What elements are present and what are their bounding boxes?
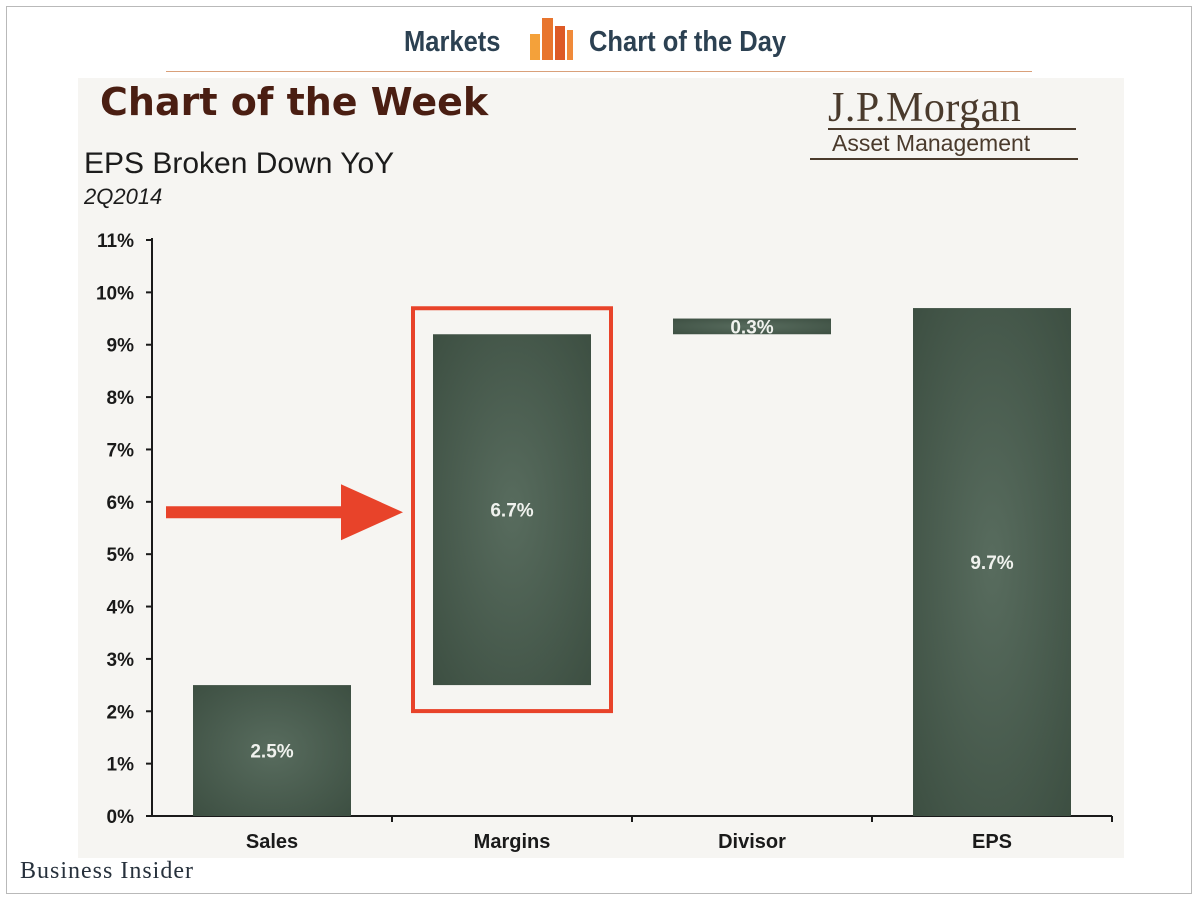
y-tick-label: 6% — [107, 493, 135, 514]
y-tick-label: 4% — [107, 598, 135, 619]
bar-sales — [193, 685, 351, 816]
bar-divisor — [673, 318, 831, 335]
bar-margins — [433, 334, 591, 686]
x-tick-label: Sales — [246, 831, 298, 853]
chart-subtitle: 2Q2014 — [84, 184, 163, 209]
x-tick-label: Margins — [474, 831, 551, 853]
y-tick-label: 1% — [107, 755, 135, 776]
data-label-margins: 6.7% — [490, 501, 533, 522]
data-label-sales: 2.5% — [250, 742, 293, 763]
chart-of-the-day-icon — [530, 18, 573, 60]
header-divider — [166, 71, 1032, 72]
brand-rule-bottom — [810, 158, 1078, 160]
asset-management-label: Asset Management — [832, 130, 1031, 156]
chart-title: EPS Broken Down YoY — [84, 147, 395, 180]
y-tick-label: 9% — [107, 336, 135, 357]
jpmorgan-logo: J.P.Morgan — [828, 85, 1022, 131]
business-insider-logo: Business Insider — [20, 858, 194, 884]
y-tick-label: 8% — [107, 388, 135, 409]
y-tick-label: 7% — [107, 440, 135, 461]
x-tick-label: EPS — [972, 831, 1012, 853]
data-label-divisor: 0.3% — [730, 317, 773, 338]
y-tick-label: 3% — [107, 650, 135, 671]
highlight-arrow-head — [341, 484, 403, 541]
data-label-eps: 9.7% — [970, 553, 1013, 574]
y-tick-label: 5% — [107, 545, 135, 566]
x-tick-label: Divisor — [718, 831, 786, 853]
y-tick-label: 11% — [97, 231, 134, 252]
panel-title: Chart of the Week — [100, 80, 489, 124]
y-tick-label: 0% — [107, 807, 135, 828]
header-bar: Markets Chart of the Day — [0, 14, 1200, 74]
y-tick-label: 10% — [96, 283, 134, 304]
y-tick-label: 2% — [107, 702, 135, 723]
brand-rule-top — [828, 128, 1076, 130]
bar-eps — [913, 308, 1071, 816]
image-frame — [6, 6, 1192, 894]
highlight-box — [411, 306, 613, 714]
markets-label[interactable]: Markets — [404, 26, 501, 58]
chart-of-the-day-label[interactable]: Chart of the Day — [589, 26, 787, 58]
